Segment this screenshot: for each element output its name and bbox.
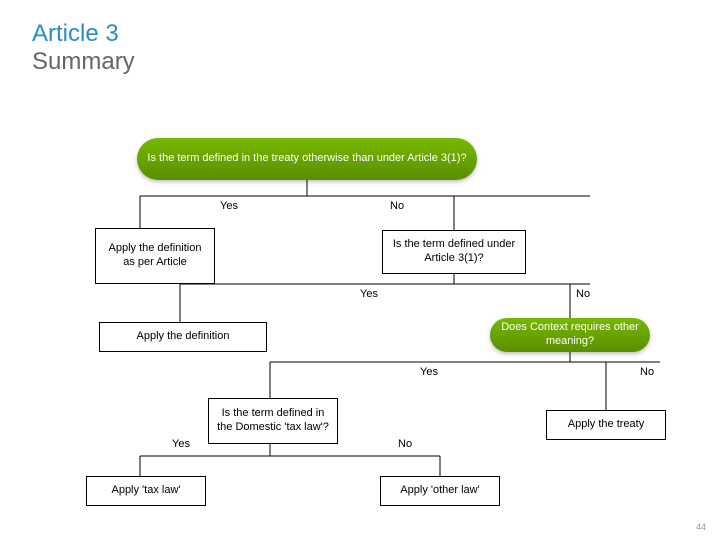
slide-stage: Article 3 Summary Is the term defined in… (0, 0, 720, 540)
label-yes2: Yes (360, 288, 378, 300)
label-no4: No (398, 438, 412, 450)
label-yes1: Yes (220, 200, 238, 212)
node-apply_def: Apply the definition (99, 322, 267, 352)
title-line-1: Article 3 (32, 20, 119, 48)
node-apply_other_law: Apply 'other law' (380, 476, 500, 506)
label-yes3: Yes (420, 366, 438, 378)
node-q_3_1: Is the term defined under Article 3(1)? (382, 230, 526, 274)
node-apply_treaty: Apply the treaty (546, 410, 666, 440)
node-q_domestic: Is the term defined in the Domestic 'tax… (208, 398, 338, 444)
title-line-2: Summary (32, 48, 135, 76)
page-number: 44 (696, 522, 706, 532)
node-apply_tax_law: Apply 'tax law' (86, 476, 206, 506)
node-q_treaty: Is the term defined in the treaty otherw… (137, 138, 477, 180)
node-q_context: Does Context requires other meaning? (490, 318, 650, 352)
label-no1: No (390, 200, 404, 212)
label-no3: No (640, 366, 654, 378)
label-yes4: Yes (172, 438, 190, 450)
label-no2: No (576, 288, 590, 300)
node-apply_per_article: Apply the definition as per Article (95, 228, 215, 284)
